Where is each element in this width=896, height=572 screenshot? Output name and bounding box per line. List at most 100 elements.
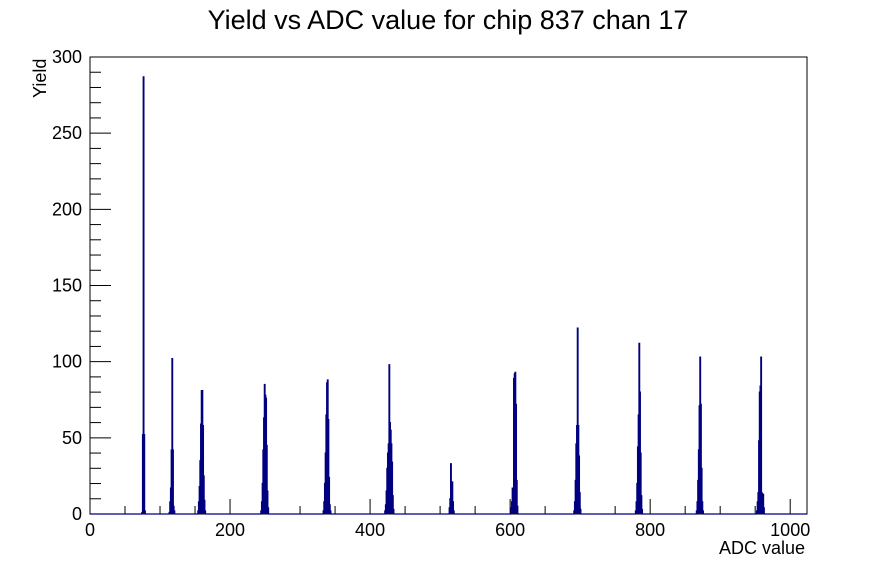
histogram-bin [171, 450, 172, 514]
x-tick-label: 0 [85, 520, 95, 540]
histogram-bin [390, 430, 392, 514]
histogram-bin [142, 434, 144, 514]
histogram-bin [636, 483, 638, 514]
histogram-bin [173, 506, 175, 514]
y-tick-label: 200 [52, 199, 82, 219]
x-tick-label: 200 [215, 520, 245, 540]
histogram-bin [638, 343, 640, 514]
y-tick-label: 0 [72, 504, 82, 524]
histogram-bin [174, 510, 175, 514]
histogram-bin [702, 510, 704, 514]
histogram-bin [452, 501, 454, 514]
histogram-outline [90, 76, 807, 515]
histogram-bin [262, 450, 264, 514]
histogram-bin [578, 425, 579, 514]
histogram-bin [512, 495, 514, 514]
x-axis-label: ADC value [719, 538, 805, 558]
histogram-bin [260, 510, 262, 514]
histogram-bin [449, 507, 450, 514]
histogram-bin [697, 501, 698, 514]
histogram-bin [389, 422, 391, 514]
histogram-bin [756, 510, 758, 514]
histogram-bin [386, 468, 388, 514]
histogram-bin [328, 477, 330, 514]
histogram-bin [201, 390, 203, 514]
histogram-bin [392, 495, 394, 514]
histogram-bin [387, 453, 389, 514]
y-axis: 0 50 100 150 200 250 300 [52, 47, 111, 524]
histogram-bin [202, 425, 204, 514]
histogram-bin [578, 456, 580, 514]
histogram-bin [576, 425, 578, 514]
histogram-bin [199, 486, 200, 514]
histogram-bin [577, 328, 579, 514]
y-tick-label: 250 [52, 123, 82, 143]
histogram-bin [449, 498, 451, 514]
histogram-bin [143, 76, 144, 514]
histogram-bin [261, 501, 263, 514]
histogram-bin [391, 443, 392, 514]
histogram-bin [203, 475, 205, 514]
histogram-bin [171, 358, 173, 514]
histogram-bin [323, 501, 325, 514]
histogram-bin [326, 382, 328, 514]
histogram-bin [513, 378, 515, 514]
histogram-bin [575, 443, 577, 514]
histogram-bin [635, 510, 637, 514]
histogram-bin [515, 372, 516, 514]
plot-frame [89, 56, 808, 515]
histogram-bin [697, 480, 699, 514]
histogram-bin [327, 379, 329, 514]
x-tick-label: 800 [635, 520, 665, 540]
histogram-bin [325, 453, 326, 514]
histogram-bin [330, 510, 331, 514]
histogram-bin [641, 495, 642, 514]
x-tick-label: 600 [495, 520, 525, 540]
y-tick-label: 150 [52, 276, 82, 296]
histogram-bin [762, 500, 763, 514]
histogram-bin [262, 483, 263, 514]
histogram-bin [324, 483, 326, 514]
histogram-bin [323, 510, 324, 514]
y-tick-label: 100 [52, 352, 82, 372]
x-axis: 0 200 400 600 800 1000 [85, 499, 810, 540]
histogram-bin [758, 440, 760, 514]
histogram-bin [516, 480, 518, 514]
histogram-bin [699, 357, 701, 514]
histogram-bin [512, 488, 513, 514]
histogram-bin [170, 488, 172, 514]
histogram-bin [640, 453, 642, 514]
histogram-bin [696, 510, 698, 514]
histogram-bin [265, 398, 267, 514]
histogram-bin [517, 506, 518, 514]
histogram-bin [204, 500, 205, 514]
x-tick-label: 1000 [770, 520, 810, 540]
histogram-bin [386, 491, 387, 514]
histogram-bin [172, 450, 174, 514]
histogram-bin [198, 501, 200, 514]
histogram-bin [393, 509, 394, 514]
histogram-bin [451, 482, 453, 514]
histogram-bin [197, 510, 199, 514]
histogram-bin [574, 501, 576, 514]
histogram-bin [450, 463, 452, 514]
histogram-bin [385, 504, 387, 514]
histogram-bin [388, 364, 390, 514]
histogram-bin [760, 386, 761, 514]
histogram-bin [329, 504, 331, 514]
histogram-bin [144, 510, 146, 514]
histogram-bin [701, 468, 702, 514]
y-tick-label: 50 [62, 428, 82, 448]
histogram-bin [579, 492, 581, 514]
y-tick-label: 300 [52, 47, 82, 67]
histogram-bin [762, 494, 764, 514]
histogram-bin [264, 384, 266, 514]
histogram-bin [639, 392, 641, 514]
histogram-bin [388, 443, 389, 514]
histogram-bin [202, 390, 203, 514]
histogram-bin [761, 492, 763, 514]
histogram-bin [141, 512, 143, 514]
histogram-bin [757, 501, 758, 514]
histogram-bin [267, 507, 269, 514]
